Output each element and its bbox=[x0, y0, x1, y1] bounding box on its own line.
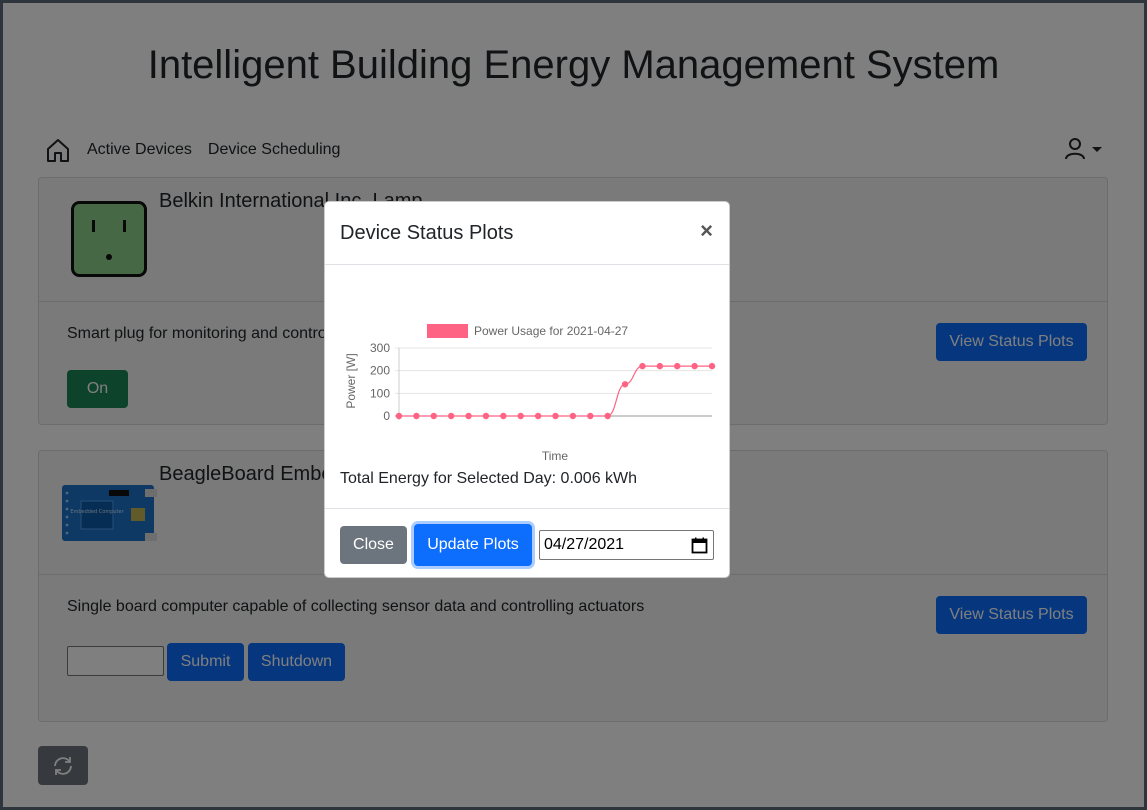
data-point[interactable] bbox=[552, 413, 558, 419]
data-point[interactable] bbox=[483, 413, 489, 419]
y-axis-label: Power [W] bbox=[344, 353, 358, 408]
x-axis-label: Time bbox=[542, 449, 569, 463]
data-point[interactable] bbox=[604, 413, 610, 419]
data-point[interactable] bbox=[622, 381, 628, 387]
legend-label: Power Usage for 2021-04-27 bbox=[474, 324, 628, 338]
data-point[interactable] bbox=[413, 413, 419, 419]
data-point[interactable] bbox=[500, 413, 506, 419]
modal-title: Device Status Plots bbox=[340, 222, 513, 245]
data-point[interactable] bbox=[674, 363, 680, 369]
y-tick-label: 200 bbox=[370, 364, 390, 378]
data-point[interactable] bbox=[587, 413, 593, 419]
calendar-icon[interactable] bbox=[691, 537, 708, 554]
y-tick-label: 300 bbox=[370, 341, 390, 355]
data-point[interactable] bbox=[691, 363, 697, 369]
power-usage-chart: Power Usage for 2021-04-27 Power [W] Tim… bbox=[325, 266, 731, 466]
legend-swatch bbox=[427, 324, 468, 338]
data-point[interactable] bbox=[465, 413, 471, 419]
date-value: 04/27/2021 bbox=[544, 536, 624, 554]
data-point[interactable] bbox=[448, 413, 454, 419]
data-point[interactable] bbox=[431, 413, 437, 419]
update-plots-button[interactable]: Update Plots bbox=[414, 524, 532, 566]
data-point[interactable] bbox=[657, 363, 663, 369]
date-input[interactable]: 04/27/2021 bbox=[539, 530, 714, 560]
total-energy-text: Total Energy for Selected Day: 0.006 kWh bbox=[340, 470, 637, 488]
data-point[interactable] bbox=[709, 363, 715, 369]
series-line bbox=[399, 366, 712, 416]
modal-footer: Close Update Plots 04/27/2021 bbox=[325, 508, 729, 579]
data-point[interactable] bbox=[570, 413, 576, 419]
close-button[interactable]: Close bbox=[340, 526, 407, 564]
data-point[interactable] bbox=[639, 363, 645, 369]
y-tick-label: 100 bbox=[370, 386, 390, 400]
y-tick-label: 0 bbox=[383, 409, 390, 423]
close-icon[interactable]: × bbox=[700, 218, 713, 244]
status-plots-modal: Device Status Plots × Power Usage for 20… bbox=[324, 201, 730, 578]
modal-header: Device Status Plots × bbox=[325, 202, 729, 265]
data-point[interactable] bbox=[535, 413, 541, 419]
data-point[interactable] bbox=[518, 413, 524, 419]
data-point[interactable] bbox=[396, 413, 402, 419]
